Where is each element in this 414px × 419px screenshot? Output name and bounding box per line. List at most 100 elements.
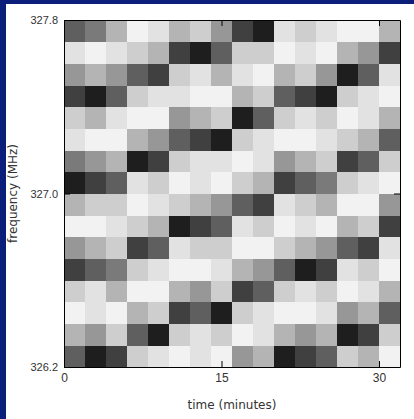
heatmap-cell (169, 324, 191, 346)
y-axis: 326.2327.0327.8 (30, 14, 70, 373)
heatmap-cell (148, 63, 170, 85)
heatmap-cell (169, 215, 191, 237)
heatmap-cell (379, 150, 400, 172)
heatmap-cell (106, 302, 128, 324)
heatmap-cell (274, 128, 296, 150)
heatmap-cell (274, 172, 296, 194)
heatmap-cell (190, 237, 212, 259)
heatmap-cell (169, 194, 191, 216)
heatmap-cell (232, 63, 254, 85)
heatmap-cell (190, 63, 212, 85)
heatmap-cell (64, 128, 86, 150)
heatmap-cell (190, 324, 212, 346)
heatmap-cell (274, 345, 296, 367)
heatmap-cell (169, 128, 191, 150)
heatmap-cell (211, 302, 233, 324)
heatmap-cell (337, 150, 359, 172)
heatmap-cell (190, 345, 212, 367)
heatmap-cell (106, 63, 128, 85)
heatmap-cell (316, 194, 338, 216)
heatmap-cell (232, 194, 254, 216)
heatmap-cell (358, 280, 380, 302)
heatmap-cell (253, 150, 275, 172)
heatmap-cell (169, 20, 191, 42)
heatmap-cell (85, 237, 107, 259)
heatmap-cell (358, 20, 380, 42)
tick-label: 327.0 (30, 188, 58, 200)
heatmap-cell (358, 237, 380, 259)
tick-mark (64, 367, 70, 368)
heatmap-cell (295, 20, 317, 42)
heatmap-cell (169, 345, 191, 367)
heatmap-cell (148, 42, 170, 64)
tick: 30 (373, 361, 387, 385)
x-axis-title: time (minutes) (188, 398, 277, 412)
heatmap-cell (148, 20, 170, 42)
tick-mark (64, 194, 70, 195)
heatmap-cell (106, 237, 128, 259)
heatmap-cell (337, 172, 359, 194)
figure-background (6, 4, 414, 419)
heatmap-cell (295, 215, 317, 237)
heatmap-cell (127, 324, 149, 346)
heatmap-cell (379, 128, 400, 150)
heatmap-cell (85, 42, 107, 64)
heatmap-cell (127, 345, 149, 367)
heatmap-cell (64, 194, 86, 216)
heatmap-cell (274, 259, 296, 281)
heatmap-cell (253, 215, 275, 237)
heatmap-cell (127, 172, 149, 194)
heatmap-cell (85, 107, 107, 129)
heatmap-cell (106, 42, 128, 64)
heatmap-cell (337, 85, 359, 107)
heatmap-cell (379, 85, 400, 107)
heatmap-cell (169, 302, 191, 324)
heatmap-cell (295, 150, 317, 172)
heatmap-cell (169, 107, 191, 129)
heatmap-cell (316, 107, 338, 129)
heatmap-cell (274, 107, 296, 129)
heatmap-cell (85, 172, 107, 194)
heatmap-cell (127, 302, 149, 324)
heatmap-cell (169, 63, 191, 85)
tick: 327.0 (30, 188, 70, 200)
heatmap-cell (232, 259, 254, 281)
heatmap-cell (190, 42, 212, 64)
heatmap-cell (358, 215, 380, 237)
heatmap-cell (274, 63, 296, 85)
tick-mark (64, 20, 70, 21)
heatmap-cell (316, 345, 338, 367)
heatmap-cell (379, 172, 400, 194)
heatmap-cell (169, 150, 191, 172)
heatmap-cell (253, 194, 275, 216)
heatmap-cell (253, 42, 275, 64)
heatmap-cell (274, 215, 296, 237)
heatmap-cell (232, 302, 254, 324)
heatmap-cell (190, 302, 212, 324)
heatmap-cell (64, 150, 86, 172)
heatmap-cell (211, 150, 233, 172)
heatmap-cell (127, 20, 149, 42)
heatmap-cell (169, 280, 191, 302)
heatmap-cell (106, 215, 128, 237)
heatmap-cell (295, 259, 317, 281)
heatmap-cell (274, 324, 296, 346)
heatmap-cell (253, 324, 275, 346)
heatmap-cell (253, 85, 275, 107)
heatmap-cell (253, 280, 275, 302)
heatmap-cell (316, 215, 338, 237)
heatmap-cell (379, 237, 400, 259)
heatmap-cell (106, 107, 128, 129)
x-axis-top (65, 20, 401, 26)
heatmap-cell (127, 85, 149, 107)
heatmap-cell (274, 194, 296, 216)
heatmap-cell (358, 63, 380, 85)
heatmap-cell (295, 63, 317, 85)
heatmap-cell (232, 150, 254, 172)
tick (379, 20, 380, 26)
heatmap-cell (64, 20, 86, 42)
tick (394, 20, 400, 21)
heatmap-cell (316, 63, 338, 85)
heatmap-cell (190, 215, 212, 237)
heatmap-cell (232, 42, 254, 64)
